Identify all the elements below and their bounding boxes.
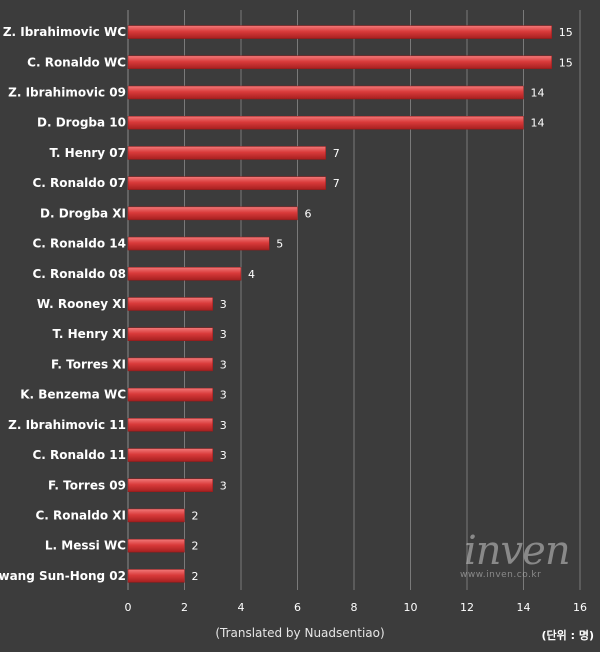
x-tick-label: 14 xyxy=(517,601,531,614)
category-label: F. Torres XI xyxy=(51,357,126,371)
category-label: W. Rooney XI xyxy=(37,297,126,311)
bar xyxy=(127,387,213,402)
bar xyxy=(127,357,213,372)
value-label: 3 xyxy=(220,479,227,492)
category-label: T. Henry 07 xyxy=(50,146,126,160)
bar xyxy=(127,25,552,39)
x-tick-label: 16 xyxy=(573,601,587,614)
x-tick-label: 6 xyxy=(294,601,301,614)
bar xyxy=(127,115,524,130)
x-tick-label: 2 xyxy=(181,601,188,614)
value-label: 7 xyxy=(333,177,340,190)
value-label: 3 xyxy=(220,419,227,432)
value-label: 14 xyxy=(531,87,545,100)
bar xyxy=(127,569,185,583)
category-label: Hwang Sun-Hong 02 xyxy=(0,569,126,583)
x-axis-ticks: 0 2 4 6 8 10 12 14 16 xyxy=(125,601,588,614)
category-label: C. Ronaldo 14 xyxy=(33,237,127,251)
bar xyxy=(127,146,326,160)
watermark-logo: inven www.inven.co.kr xyxy=(458,528,588,588)
category-label: C. Ronaldo 11 xyxy=(33,448,127,462)
translation-credit: (Translated by Nuadsentiao) xyxy=(215,626,385,640)
bar xyxy=(127,538,185,553)
category-labels: Z. Ibrahimovic WC 15 C. Ronaldo WC 15 Z. Ibr… xyxy=(0,25,573,583)
category-label: D. Drogba 10 xyxy=(37,116,126,130)
bar xyxy=(127,236,270,251)
category-label: C. Ronaldo XI xyxy=(35,508,126,522)
value-label: 2 xyxy=(192,570,199,583)
bar xyxy=(127,267,242,281)
bar-chart: Z. Ibrahimovic WC 15 C. Ronaldo WC 15 Z. Ibr… xyxy=(0,10,588,614)
value-label: 7 xyxy=(333,147,340,160)
x-tick-label: 10 xyxy=(404,601,418,614)
bar xyxy=(127,297,213,311)
gridlines xyxy=(127,10,581,590)
value-label: 3 xyxy=(220,449,227,462)
value-label: 2 xyxy=(192,540,199,553)
category-label: C. Ronaldo WC xyxy=(27,55,126,69)
value-label: 3 xyxy=(220,358,227,371)
value-label: 15 xyxy=(559,26,573,39)
bar xyxy=(127,478,213,493)
value-label: 4 xyxy=(248,268,255,281)
value-label: 15 xyxy=(559,56,573,69)
watermark-brand: inven xyxy=(464,528,571,574)
bars xyxy=(127,25,552,583)
x-tick-label: 4 xyxy=(238,601,245,614)
value-label: 3 xyxy=(220,298,227,311)
value-label: 14 xyxy=(531,117,545,130)
bar xyxy=(127,418,213,432)
category-label: C. Ronaldo 08 xyxy=(33,267,127,281)
bar xyxy=(127,206,298,221)
category-label: Z. Ibrahimovic WC xyxy=(3,25,126,39)
x-tick-label: 12 xyxy=(460,601,474,614)
category-label: F. Torres 09 xyxy=(48,478,126,492)
bar xyxy=(127,508,185,523)
watermark-url: www.inven.co.kr xyxy=(460,570,542,580)
value-label: 2 xyxy=(192,509,199,522)
bar xyxy=(127,55,552,70)
value-label: 6 xyxy=(305,207,312,220)
category-label: D. Drogba XI xyxy=(40,206,126,220)
category-label: T. Henry XI xyxy=(53,327,126,341)
category-label: C. Ronaldo 07 xyxy=(33,176,127,190)
value-label: 3 xyxy=(220,389,227,402)
bar xyxy=(127,85,524,100)
category-label: Z. Ibrahimovic 09 xyxy=(8,86,126,100)
unit-note: (단위 : 명) xyxy=(541,629,594,642)
x-tick-label: 8 xyxy=(351,601,358,614)
x-tick-label: 0 xyxy=(125,601,132,614)
bar xyxy=(127,327,213,341)
bar xyxy=(127,448,213,462)
bar xyxy=(127,176,326,190)
value-label: 5 xyxy=(276,238,283,251)
category-label: Z. Ibrahimovic 11 xyxy=(8,418,126,432)
value-label: 3 xyxy=(220,328,227,341)
category-label: K. Benzema WC xyxy=(20,388,126,402)
category-label: L. Messi WC xyxy=(45,539,126,553)
